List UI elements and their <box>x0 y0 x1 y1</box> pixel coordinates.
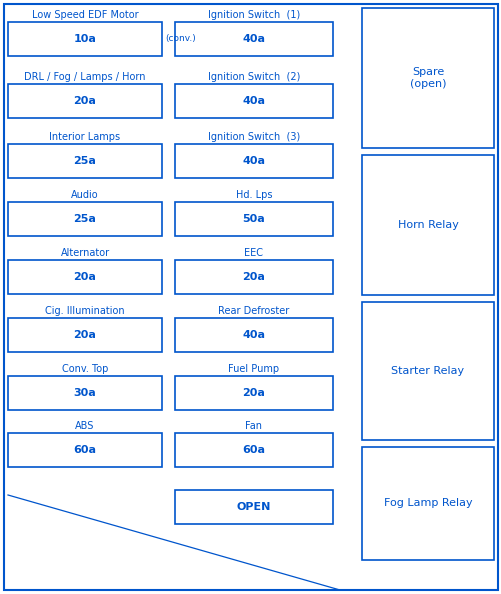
Text: OPEN: OPEN <box>236 502 271 512</box>
Bar <box>175 22 332 56</box>
Text: Hd. Lps: Hd. Lps <box>235 190 272 200</box>
Text: Fan: Fan <box>245 421 262 431</box>
Text: Audio: Audio <box>71 190 99 200</box>
Bar <box>8 433 162 467</box>
Bar <box>175 260 332 294</box>
Bar <box>175 376 332 410</box>
Text: 20a: 20a <box>242 388 265 398</box>
Bar <box>175 144 332 178</box>
Text: Fog Lamp Relay: Fog Lamp Relay <box>383 498 471 508</box>
Text: 60a: 60a <box>242 445 265 455</box>
Text: (conv.): (conv.) <box>165 34 195 43</box>
Text: 20a: 20a <box>74 330 96 340</box>
Text: Ignition Switch  (1): Ignition Switch (1) <box>207 10 300 20</box>
Text: 40a: 40a <box>242 96 265 106</box>
Text: 50a: 50a <box>242 214 265 224</box>
Text: 10a: 10a <box>74 34 96 44</box>
Text: 25a: 25a <box>74 214 96 224</box>
Bar <box>8 84 162 118</box>
Text: Alternator: Alternator <box>60 248 109 258</box>
Bar <box>8 318 162 352</box>
Text: Conv. Top: Conv. Top <box>62 364 108 374</box>
Bar <box>361 155 493 295</box>
Bar <box>175 490 332 524</box>
Text: Low Speed EDF Motor: Low Speed EDF Motor <box>32 10 138 20</box>
Text: Fuel Pump: Fuel Pump <box>228 364 279 374</box>
Text: Cig. Illumination: Cig. Illumination <box>45 306 125 316</box>
Text: 40a: 40a <box>242 156 265 166</box>
Text: ABS: ABS <box>75 421 95 431</box>
Text: Ignition Switch  (2): Ignition Switch (2) <box>207 72 300 82</box>
Bar <box>8 260 162 294</box>
Text: 20a: 20a <box>74 272 96 282</box>
Bar <box>361 8 493 148</box>
Text: Rear Defroster: Rear Defroster <box>218 306 289 316</box>
Text: Ignition Switch  (3): Ignition Switch (3) <box>207 132 300 142</box>
Bar <box>175 433 332 467</box>
Bar <box>175 202 332 236</box>
Text: 40a: 40a <box>242 34 265 44</box>
Text: 20a: 20a <box>74 96 96 106</box>
Text: 60a: 60a <box>73 445 96 455</box>
Text: Interior Lamps: Interior Lamps <box>49 132 120 142</box>
Text: DRL / Fog / Lamps / Horn: DRL / Fog / Lamps / Horn <box>24 72 145 82</box>
Bar <box>361 447 493 560</box>
Bar <box>8 376 162 410</box>
Text: Horn Relay: Horn Relay <box>397 220 457 230</box>
Bar <box>8 202 162 236</box>
Text: 20a: 20a <box>242 272 265 282</box>
Bar <box>8 144 162 178</box>
Text: EEC: EEC <box>244 248 263 258</box>
Bar <box>8 22 162 56</box>
Text: Starter Relay: Starter Relay <box>391 366 463 376</box>
Text: Spare
(open): Spare (open) <box>409 67 445 89</box>
Bar <box>175 84 332 118</box>
Bar <box>361 302 493 440</box>
Text: 25a: 25a <box>74 156 96 166</box>
Text: 30a: 30a <box>74 388 96 398</box>
Text: 40a: 40a <box>242 330 265 340</box>
Bar <box>175 318 332 352</box>
